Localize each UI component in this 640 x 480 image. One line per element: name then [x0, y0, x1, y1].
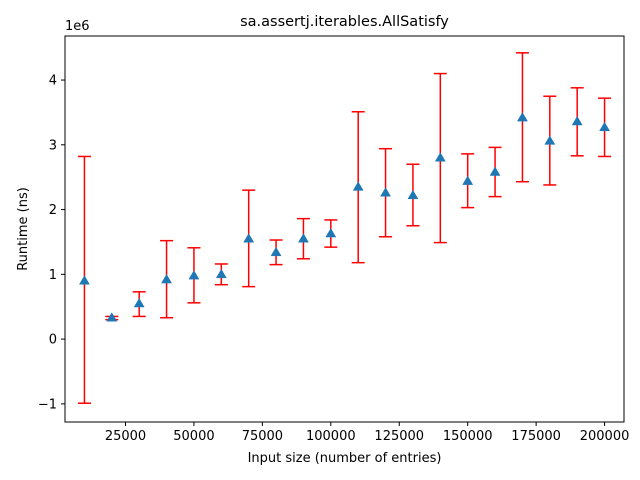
x-tick-label: 125000 — [374, 429, 424, 444]
data-point-marker — [325, 228, 337, 238]
data-point-marker — [270, 246, 282, 257]
x-tick-label: 25000 — [105, 429, 146, 444]
data-point-marker — [215, 268, 227, 279]
data-point-marker — [489, 166, 501, 176]
axes-frame — [64, 35, 625, 423]
chart-title: sa.assertj.iterables.AllSatisfy — [240, 14, 449, 30]
y-axis-offset-label: 1e6 — [65, 19, 90, 34]
data-point-marker — [571, 115, 583, 126]
y-axis-ticks: −1 0 1 2 3 4 — [38, 74, 65, 412]
x-tick-label: 100000 — [306, 429, 356, 444]
y-axis-label: Runtime (ns) — [16, 187, 31, 271]
data-point-marker — [380, 187, 391, 197]
x-tick-label: 150000 — [443, 429, 493, 444]
data-point-marker — [434, 152, 446, 162]
x-axis-label: Input size (number of entries) — [248, 451, 442, 466]
data-point-marker — [188, 270, 200, 280]
y-tick-label: 2 — [49, 203, 57, 218]
data-point-marker — [133, 297, 145, 308]
y-tick-label: 3 — [49, 138, 57, 153]
x-tick-label: 175000 — [511, 429, 561, 444]
x-tick-label: 50000 — [173, 429, 214, 444]
x-tick-label: 75000 — [242, 429, 283, 444]
data-point-marker — [599, 121, 611, 132]
data-point-marker — [407, 189, 419, 200]
data-point-marker — [243, 233, 255, 243]
data-point-marker — [161, 274, 172, 284]
y-tick-label: 0 — [49, 333, 57, 348]
data-markers — [78, 112, 611, 322]
x-tick-label: 200000 — [580, 429, 630, 444]
y-tick-label: 4 — [49, 74, 57, 89]
data-point-marker — [462, 175, 474, 185]
data-point-marker — [517, 112, 528, 122]
data-point-marker — [298, 233, 309, 243]
y-tick-label: 1 — [49, 268, 57, 283]
x-axis-ticks: 25000 50000 75000 100000 125000 150000 175000 2… — [105, 422, 630, 444]
data-point-marker — [352, 181, 364, 191]
data-point-marker — [544, 135, 556, 145]
data-point-marker — [106, 312, 118, 322]
y-tick-label: −1 — [38, 397, 57, 412]
data-point-marker — [78, 275, 90, 285]
